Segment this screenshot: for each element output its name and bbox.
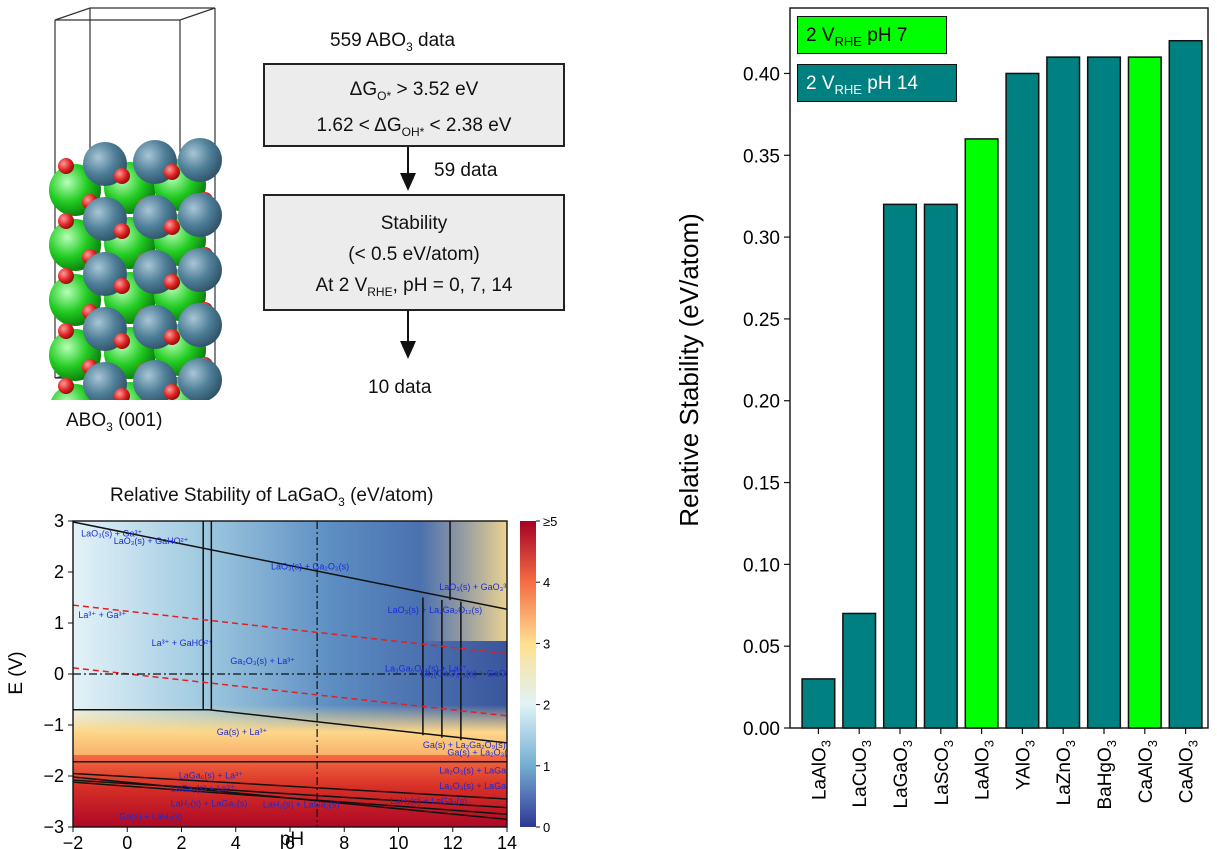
bar-ytick-label: 0.40 xyxy=(743,64,780,85)
pourbaix-ytick: −3 xyxy=(43,817,64,837)
bar-7 xyxy=(1046,56,1081,729)
structure-caption: ABO3 (001) xyxy=(66,410,163,434)
pourbaix-ylabel: E (V) xyxy=(6,651,27,694)
stability-filter-box: Stability (< 0.5 eV/atom) At 2 VRHE, pH … xyxy=(263,194,565,311)
phase-region-label: Ga(s) + La₂O₃(s) xyxy=(447,748,514,758)
pourbaix-xtick: 2 xyxy=(176,833,186,849)
bar-10 xyxy=(1168,39,1203,729)
stability-conditions-line: At 2 VRHE, pH = 0, 7, 14 xyxy=(315,275,513,299)
bar-ytick-label: 0.20 xyxy=(743,392,780,413)
bar-category-label: LaGaO3 xyxy=(891,740,915,809)
bar-chart-ylabel: Relative Stability (eV/atom) xyxy=(674,213,704,527)
colorbar-tick: 1 xyxy=(543,759,550,774)
phase-region-label: LaGa₂(s) + La³⁺ xyxy=(171,783,235,793)
phase-region-label: LaH₂(s) + LaGa₂(s) xyxy=(171,799,248,809)
result-count: 10 data xyxy=(368,377,432,398)
pourbaix-ytick: −1 xyxy=(43,715,64,735)
phase-region-label: La₂O₃(s) + LaGa₂(s) xyxy=(439,781,520,791)
phase-region-label: La³⁺ + Ga³⁺ xyxy=(78,610,126,620)
pourbaix-ytick: 1 xyxy=(54,613,64,633)
phase-region-label: LaO₃(s) + GaO₃³⁻ xyxy=(439,582,511,592)
bar-ytick-label: 0.00 xyxy=(743,719,780,740)
bar-category-label: LaAlO3 xyxy=(809,740,833,800)
pourbaix-xtick: 10 xyxy=(388,833,408,849)
arrow-down-icon xyxy=(400,147,416,191)
colorbar xyxy=(520,521,536,827)
stability-line: Stability xyxy=(380,213,448,234)
adsorption-filter-box: ΔGO* > 3.52 eV 1.62 < ΔGOH* < 2.38 eV xyxy=(263,63,565,147)
phase-region-label: Ga₂O₃(s) + La³⁺ xyxy=(230,656,295,666)
bar-category-label: CaAlO3 xyxy=(1177,740,1201,803)
pourbaix-xlabel: pH xyxy=(280,829,304,849)
phase-region-label: LaH₂(s) + LaGa₂(s) xyxy=(263,800,340,810)
colorbar-tick: 2 xyxy=(543,698,550,713)
phase-boundaries xyxy=(73,521,507,827)
pourbaix-xtick: 14 xyxy=(497,833,517,849)
bar-2 xyxy=(842,612,877,729)
phase-region-label: La₃Ga₅O₁₄(s) + La³⁺ xyxy=(385,663,467,673)
bar-plot-frame xyxy=(789,7,1209,729)
pourbaix-xtick: 8 xyxy=(339,833,349,849)
bar-category-label: LaCuO3 xyxy=(850,740,874,807)
filter-o-line: ΔGO* > 3.52 eV xyxy=(349,79,479,103)
legend-entry-2: 2 VRHE pH 14 xyxy=(797,64,957,102)
phase-region-label: Ga(s) + LaH₂(s) xyxy=(119,811,182,821)
bar-ytick-label: 0.15 xyxy=(743,474,780,495)
phase-region-label: Ga(s) + La³⁺ xyxy=(217,727,268,737)
bar-category-label: CaAlO3 xyxy=(1136,740,1160,803)
crystal-structure-image xyxy=(49,7,222,400)
bar-5 xyxy=(964,138,999,729)
phase-region-label: LaO₃(s) + Ga³⁺ xyxy=(81,528,142,538)
bar-6 xyxy=(1005,72,1040,729)
phase-region-label: LaH₂(s) + LaGa₂(s) xyxy=(390,796,467,806)
after-filter1-count: 59 data xyxy=(434,160,498,181)
phase-region-label: La₂(GaO₃)₃(s) + GaO₃³⁻ xyxy=(420,669,517,679)
pourbaix-xtick: 6 xyxy=(285,833,295,849)
pourbaix-plot: LaO₃(s) + Ga³⁺LaO₃(s) + GaHO²⁺ LaO₃(s) + … xyxy=(6,511,557,849)
bar-category-label: LaAlO3 xyxy=(973,740,997,800)
phase-region-labels: LaO₃(s) + Ga³⁺LaO₃(s) + GaHO²⁺ LaO₃(s) + … xyxy=(78,528,520,821)
bar-ytick-label: 0.05 xyxy=(743,637,780,658)
pourbaix-ytick: 0 xyxy=(54,664,64,684)
bar-4 xyxy=(923,203,958,729)
bar-ytick-label: 0.10 xyxy=(743,555,780,576)
bar-ytick-label: 0.25 xyxy=(743,310,780,331)
pourbaix-xtick: −2 xyxy=(63,833,84,849)
pourbaix-xtick: 0 xyxy=(122,833,132,849)
bar-category-label: BaHgO3 xyxy=(1095,740,1119,810)
bar-category-label: LaScO3 xyxy=(932,740,956,805)
phase-region-label: LaO₃(s) + Ga₂O₃(s) xyxy=(271,561,349,571)
colorbar-tick: 3 xyxy=(543,636,550,651)
pourbaix-xtick: 12 xyxy=(443,833,463,849)
phase-region-label: LaO₃(s) + GaHO²⁺ xyxy=(114,536,189,546)
pourbaix-ytick: 3 xyxy=(54,511,64,531)
colorbar-tick: ≥5 xyxy=(543,514,557,529)
bar-chart-plot: 0.00 0.05 0.10 0.15 0.20 0.25 0.30 0.35 0.40 LaAl… xyxy=(674,7,1209,810)
bar-ytick-label: 0.30 xyxy=(743,228,780,249)
pourbaix-xtick: 4 xyxy=(231,833,241,849)
bar-ytick-label: 0.35 xyxy=(743,146,780,167)
colorbar-tick: 0 xyxy=(543,820,550,835)
phase-region-label: La₂O₃(s) + LaGa₆(s) xyxy=(439,765,520,775)
arrow-down-icon xyxy=(400,311,416,359)
phase-region-label: LaGa₆(s) + La³⁺ xyxy=(179,771,243,781)
pourbaix-title: Relative Stability of LaGaO3 (eV/atom) xyxy=(110,485,434,509)
pourbaix-ytick: 2 xyxy=(54,562,64,582)
bar-3 xyxy=(882,203,918,729)
stability-threshold-line: (< 0.5 eV/atom) xyxy=(348,244,480,265)
bar-category-label: YAlO3 xyxy=(1013,740,1037,790)
bar-category-label: LaZnO3 xyxy=(1054,740,1078,805)
phase-region-label: La³⁺ + GaHO²⁺ xyxy=(152,638,214,648)
filter-oh-line: 1.62 < ΔGOH* < 2.38 eV xyxy=(316,114,512,139)
input-count-label: 559 ABO3 data xyxy=(330,30,456,54)
bar-8 xyxy=(1086,56,1122,729)
atom-spheres xyxy=(49,138,222,400)
colorbar-tick: 4 xyxy=(543,575,550,590)
legend-entry-1: 2 VRHE pH 7 xyxy=(797,16,947,54)
phase-region-label: LaO₃(s) + La₂Ga₂O₁₂(s) xyxy=(388,605,482,615)
bar-1 xyxy=(801,678,836,729)
phase-region-label: Ga(s) + La₂Ga₂O₉(s) xyxy=(423,740,506,750)
pourbaix-ytick: −2 xyxy=(43,766,64,786)
bar-9 xyxy=(1127,56,1162,729)
